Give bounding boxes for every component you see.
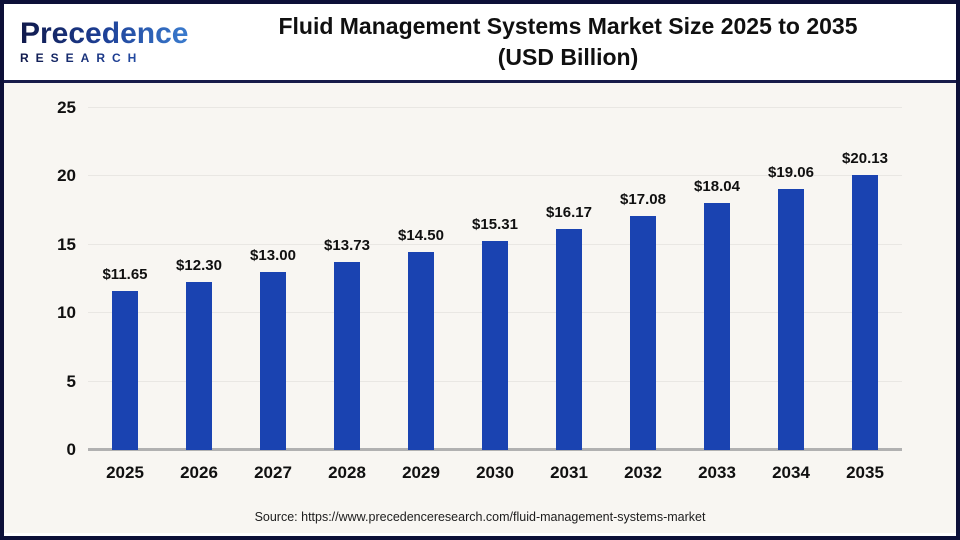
logo-wordmark: Precedence: [20, 18, 204, 50]
bar: [334, 262, 360, 450]
bar: [852, 174, 878, 450]
grid-line: [88, 175, 902, 177]
chart-area: $11.65 $12.30 $13.00 $13.73 $14.50 $15.31 $16.…: [4, 83, 956, 533]
header: Precedence RESEARCH Fluid Management Sys…: [4, 4, 956, 83]
x-tick-label: 2030: [476, 463, 514, 482]
bar-value-label: $15.31: [472, 215, 518, 233]
chart-title-line1: Fluid Management Systems Market Size 202…: [278, 13, 858, 39]
bar-value-label: $11.65: [102, 265, 148, 283]
bar: [408, 251, 434, 450]
precedence-research-logo: Precedence RESEARCH: [4, 18, 204, 66]
chart-title: Fluid Management Systems Market Size 202…: [204, 11, 956, 73]
bar: [112, 290, 138, 450]
x-tick-label: 2026: [180, 463, 218, 482]
bar-value-label: $13.00: [250, 247, 296, 265]
plot-area: $11.65 $12.30 $13.00 $13.73 $14.50 $15.31 $16.…: [88, 107, 902, 451]
bar-value-label: $18.04: [694, 178, 740, 196]
x-tick-label: 2025: [106, 463, 144, 482]
logo-subtitle: RESEARCH: [20, 50, 204, 66]
x-tick-label: 2027: [254, 463, 292, 482]
y-tick-label: 25: [57, 98, 76, 117]
bar: [778, 189, 804, 450]
bar: [556, 228, 582, 450]
bar: [704, 203, 730, 450]
x-tick-label: 2032: [624, 463, 662, 482]
x-tick-label: 2034: [772, 463, 810, 482]
bar-value-label: $16.17: [546, 203, 592, 221]
x-tick-label: 2033: [698, 463, 736, 482]
bar: [482, 240, 508, 450]
x-tick-label: 2031: [550, 463, 588, 482]
y-tick-label: 20: [57, 166, 76, 186]
bar: [260, 272, 286, 450]
y-tick-label: 10: [57, 303, 76, 323]
bar-value-label: $13.73: [324, 237, 370, 255]
bar-value-label: $17.08: [620, 191, 666, 209]
x-tick-label: 2029: [402, 463, 440, 482]
bar: [630, 216, 656, 450]
y-tick-label: 0: [66, 440, 76, 459]
bar: [186, 281, 212, 450]
bar-value-label: $14.50: [398, 226, 444, 244]
y-tick-label: 5: [66, 371, 76, 391]
bar-value-label: $12.30: [176, 256, 222, 274]
x-tick-label: 2035: [846, 463, 884, 482]
grid-line: [88, 107, 902, 108]
bar-value-label: $20.13: [842, 149, 888, 167]
source-citation: Source: https://www.precedenceresearch.c…: [254, 510, 706, 524]
y-tick-label: 15: [57, 234, 76, 254]
chart-title-line2: (USD Billion): [497, 44, 639, 70]
bar-value-label: $19.06: [768, 164, 814, 182]
x-tick-label: 2028: [328, 463, 366, 482]
